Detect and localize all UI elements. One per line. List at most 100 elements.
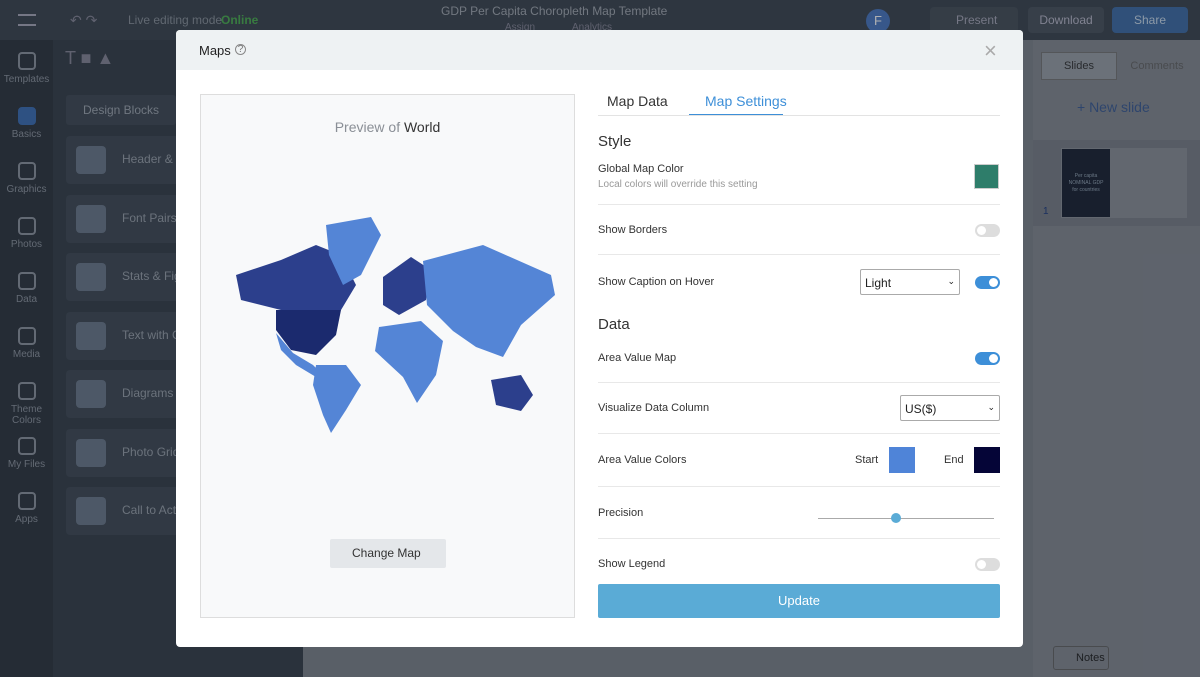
setting-label: Precision <box>598 507 644 519</box>
region[interactable] <box>276 333 321 377</box>
sidebar-item[interactable]: Photos <box>0 217 53 250</box>
end-label: End <box>944 454 964 466</box>
panel-title[interactable]: Design Blocks <box>66 95 176 125</box>
sidebar-label: Data <box>15 294 38 305</box>
sidebar-label: Photos <box>10 239 43 250</box>
sidebar-icon <box>17 272 36 290</box>
start-label: Start <box>855 454 879 466</box>
modal-title: Maps <box>199 43 231 58</box>
slide-thumb[interactable]: Per capita NOMINAL GDP for countries <box>1061 148 1187 218</box>
preview-prefix: Preview of <box>334 119 401 135</box>
maps-modal: Maps ? × Preview of World Change Map Map… <box>176 30 1023 647</box>
region[interactable] <box>423 245 555 357</box>
setting-label: Visualize Data Column <box>598 402 710 414</box>
avatar[interactable]: F <box>866 9 890 33</box>
setting-label: Show Borders <box>598 224 668 236</box>
sidebar-icon <box>17 162 36 180</box>
sidebar-icon <box>17 52 36 70</box>
toggle[interactable] <box>975 558 1000 571</box>
notes-button[interactable]: Notes <box>1053 646 1109 670</box>
sidebar-label: Apps <box>15 514 38 525</box>
block-icon <box>76 497 106 525</box>
toggle[interactable] <box>975 224 1000 237</box>
caption-select[interactable]: Light ⌄ <box>860 269 960 295</box>
setting-label: Global Map Color <box>598 163 684 175</box>
sub-tab[interactable]: Analytics <box>572 22 613 33</box>
world-map <box>236 217 555 433</box>
block-label: Call to Act <box>122 503 177 517</box>
sidebar-item[interactable]: Graphics <box>0 162 53 195</box>
sidebar-icon <box>17 217 36 235</box>
block-label: Stats & Fig <box>122 269 181 283</box>
sidebar-icon <box>17 492 36 510</box>
region[interactable] <box>313 365 361 433</box>
section-heading: Data <box>598 316 630 333</box>
sidebar-icon <box>17 107 36 125</box>
color-swatch[interactable] <box>974 447 1000 473</box>
color-swatch[interactable] <box>974 164 999 189</box>
sidebar-label: Media <box>12 349 41 360</box>
slide-text: for countries <box>1072 187 1100 193</box>
toggle[interactable] <box>975 276 1000 289</box>
divider <box>598 254 1000 255</box>
present-button[interactable]: Present <box>930 7 1018 33</box>
block-icon <box>76 263 106 291</box>
new-slide[interactable]: + New slide <box>1077 99 1150 115</box>
column-select[interactable]: US($) ⌄ <box>900 395 1000 421</box>
sidebar-item[interactable]: Apps <box>0 492 53 525</box>
tab-border <box>598 115 1000 116</box>
tab-map-settings[interactable]: Map Settings <box>705 93 787 109</box>
divider <box>598 538 1000 539</box>
block-label: Diagrams <box>122 386 174 400</box>
sidebar-item[interactable]: Basics <box>0 107 53 140</box>
block-label: Font Pairs <box>122 210 177 225</box>
sidebar-item[interactable]: Data <box>0 272 53 305</box>
region[interactable] <box>326 217 381 285</box>
slide-text: Per capita <box>1074 173 1098 179</box>
block-icon <box>76 321 106 350</box>
sidebar-item[interactable]: Templates <box>0 52 53 85</box>
undo[interactable]: ↶ ↷ <box>70 12 98 28</box>
region[interactable] <box>491 375 533 411</box>
color-swatch[interactable] <box>889 447 915 473</box>
setting-label: Area Value Map <box>598 352 677 364</box>
setting-label: Show Caption on Hover <box>598 276 715 288</box>
sidebar-item[interactable]: My Files <box>0 437 53 470</box>
comments-tab[interactable]: Comments <box>1130 60 1184 72</box>
region[interactable] <box>236 245 356 310</box>
block-icon <box>76 146 106 174</box>
slides-tab[interactable]: Slides <box>1041 52 1117 80</box>
slider-thumb[interactable] <box>891 513 901 523</box>
right-panel: Slides Comments + New slide 1 Per capita… <box>1033 40 1200 677</box>
sidebar-item[interactable]: Media <box>0 327 53 360</box>
download-button[interactable]: Download <box>1028 7 1104 33</box>
setting-note: Local colors will override this setting <box>598 179 758 190</box>
sidebar-item[interactable]: Theme Colors <box>0 382 53 426</box>
region[interactable] <box>383 257 431 315</box>
menu-icon[interactable] <box>18 14 36 26</box>
sub-tab[interactable]: Assign <box>505 22 536 33</box>
change-map-button[interactable]: Change Map <box>330 539 446 568</box>
close-button[interactable]: × <box>984 38 997 63</box>
update-button[interactable]: Update <box>598 584 1000 618</box>
region[interactable] <box>375 321 443 403</box>
sidebar-label: Theme Colors <box>10 404 43 426</box>
mode-status: Online <box>221 13 259 27</box>
slider-track <box>818 518 994 519</box>
toggle[interactable] <box>975 352 1000 365</box>
mode-label: Live editing mode <box>128 13 223 27</box>
tab-map-data[interactable]: Map Data <box>607 93 668 109</box>
preview-map: World <box>403 119 441 135</box>
region[interactable] <box>276 310 341 355</box>
slide-text: NOMINAL GDP <box>1068 180 1104 186</box>
sidebar-label: Templates <box>3 74 50 85</box>
tool-icons[interactable]: T ■ ▲ <box>65 48 115 68</box>
block-icon <box>76 380 106 408</box>
share-button[interactable]: Share <box>1112 7 1188 33</box>
sidebar-icon <box>17 382 36 400</box>
block-label: Text with C <box>122 327 181 342</box>
sidebar-label: Graphics <box>6 184 47 195</box>
sidebar-icon <box>17 327 36 345</box>
help-icon[interactable]: ? <box>235 44 246 55</box>
